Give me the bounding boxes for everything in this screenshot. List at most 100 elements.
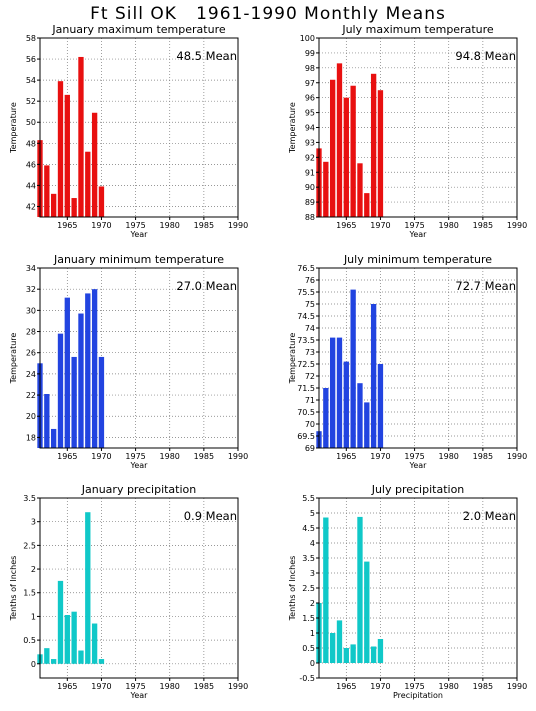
bar-1968 (85, 512, 91, 664)
bar-1969 (91, 623, 98, 664)
bar-1963 (50, 193, 57, 217)
x-tick-label: 1985 (473, 221, 493, 230)
y-axis-label: Temperature (288, 333, 297, 385)
x-tick-label: 1965 (57, 682, 77, 691)
bar-1966 (71, 356, 77, 448)
bar-1970 (377, 639, 384, 663)
bar-1967 (357, 383, 363, 448)
bar-1968 (85, 151, 91, 217)
y-axis-label: Temperature (9, 102, 18, 154)
bar-1967 (78, 56, 84, 217)
y-tick-label: 2 (31, 565, 36, 574)
x-tick-label: 1980 (160, 682, 180, 691)
bar-1967 (78, 650, 84, 664)
plot-frame (318, 267, 518, 449)
y-tick-label: 91 (305, 168, 315, 177)
bar-1965 (343, 97, 349, 217)
x-tick-label: 1990 (228, 682, 248, 691)
y-tick-label: 97 (305, 79, 315, 88)
x-tick-label: 1980 (439, 221, 459, 230)
bar-1964 (336, 337, 343, 448)
bar-1964 (336, 620, 343, 663)
y-tick-label: 2.5 (302, 584, 315, 593)
y-tick-label: 1.5 (23, 589, 36, 598)
y-tick-label: 90 (305, 183, 315, 192)
y-tick-label: 42 (26, 202, 36, 211)
y-tick-label: 5.5 (302, 494, 315, 503)
y-tick-label: 22 (26, 391, 36, 400)
plot-frame (39, 37, 239, 218)
mean-label: 48.5 Mean (176, 49, 237, 63)
x-tick-label: 1970 (91, 682, 111, 691)
y-tick-label: 32 (26, 285, 36, 294)
x-axis-label: Year (130, 461, 149, 470)
bar-1969 (370, 646, 377, 663)
bar-1963 (329, 337, 336, 448)
y-tick-label: 54 (26, 76, 36, 85)
y-tick-label: 76 (305, 276, 315, 285)
x-tick-label: 1975 (404, 221, 424, 230)
x-tick-label: 1990 (228, 452, 248, 461)
y-tick-label: 4 (310, 539, 315, 548)
y-tick-label: 100 (300, 34, 315, 43)
y-axis-label: Temperature (9, 333, 18, 385)
bar-1966 (350, 85, 356, 217)
bar-1968 (85, 293, 91, 448)
x-tick-label: 1965 (57, 221, 77, 230)
x-tick-label: 1985 (194, 221, 214, 230)
bar-1964 (336, 63, 343, 217)
x-tick-label: 1965 (336, 682, 356, 691)
y-tick-label: 75.5 (297, 288, 315, 297)
bar-1962 (44, 165, 50, 217)
y-tick-label: 71 (305, 396, 315, 405)
x-tick-label: 1985 (473, 452, 493, 461)
bar-1964 (57, 81, 64, 217)
y-tick-label: 70.5 (297, 408, 315, 417)
y-tick-label: 3 (310, 569, 315, 578)
y-tick-label: 74 (305, 324, 315, 333)
bar-1970 (98, 186, 105, 217)
y-tick-label: 28 (26, 328, 36, 337)
y-tick-label: 48 (26, 139, 36, 148)
mean-label: 2.0 Mean (463, 509, 516, 523)
y-tick-label: 24 (26, 370, 36, 379)
y-tick-label: 94 (305, 124, 315, 133)
y-tick-label: 70 (305, 420, 315, 429)
bar-1965 (343, 361, 349, 448)
bar-1962 (323, 388, 329, 448)
y-tick-label: 46 (26, 160, 36, 169)
y-tick-label: 0.5 (302, 644, 315, 653)
y-tick-label: 0 (31, 660, 36, 669)
x-axis-label: Year (409, 230, 428, 239)
bar-1970 (377, 90, 384, 217)
y-tick-label: 0 (310, 659, 315, 668)
y-tick-label: 1 (31, 612, 36, 621)
chart-title: July maximum temperature (341, 23, 494, 36)
bar-1968 (364, 561, 370, 663)
chart-title: January maximum temperature (51, 23, 225, 36)
y-axis-label: Tenths of Inches (9, 556, 18, 622)
x-tick-label: 1970 (91, 452, 111, 461)
y-tick-label: 99 (305, 49, 315, 58)
chart-title: July minimum temperature (343, 253, 492, 266)
chart-title: July precipitation (371, 483, 465, 496)
y-axis-label: Temperature (288, 102, 297, 154)
x-tick-label: 1975 (125, 221, 145, 230)
y-tick-label: 88 (305, 213, 315, 222)
bar-1969 (91, 289, 98, 448)
y-tick-label: 73 (305, 348, 315, 357)
bar-1970 (377, 364, 384, 448)
x-tick-label: 1985 (194, 452, 214, 461)
y-tick-label: 5 (310, 509, 315, 518)
x-tick-label: 1970 (370, 682, 390, 691)
bar-1965 (64, 94, 70, 217)
x-tick-label: 1965 (57, 452, 77, 461)
y-tick-label: 2.5 (23, 541, 36, 550)
x-tick-label: 1970 (91, 221, 111, 230)
bar-1963 (50, 659, 57, 664)
bar-1962 (323, 517, 329, 663)
x-tick-label: 1965 (336, 452, 356, 461)
